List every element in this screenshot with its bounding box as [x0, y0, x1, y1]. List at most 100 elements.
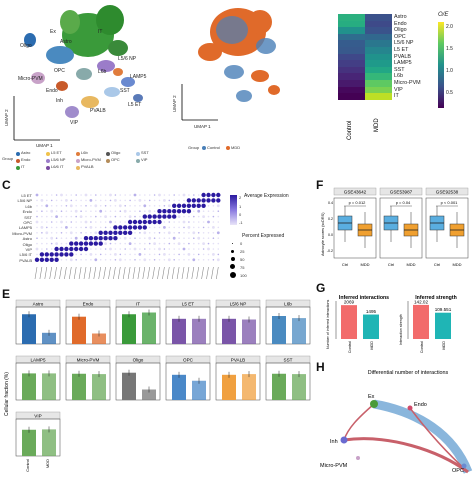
dotplot-dot	[212, 242, 215, 245]
fraction-panel: Cellular fraction (%) Astro Endo IT L5 ET L5…	[0, 296, 312, 474]
dotplot-dot	[212, 205, 215, 207]
legend-a-swatch	[16, 152, 20, 156]
network-panel: Differential number of interactions Ex E…	[318, 362, 474, 474]
dotplot-dot	[201, 192, 206, 198]
dotplot-dot	[163, 221, 166, 223]
dotplot-dot	[60, 232, 63, 234]
dotplot-dot	[85, 199, 87, 202]
cluster-l6b	[113, 68, 123, 76]
facet-title: IT	[136, 301, 140, 306]
heatmap-row-label: SST	[394, 66, 405, 73]
dotplot-dot	[212, 253, 215, 256]
dotplot-dot	[206, 192, 211, 198]
bar-control	[172, 318, 186, 344]
dotplot-dot	[153, 253, 156, 256]
facet-title: GSE43642	[344, 190, 367, 195]
legend-a-title: Group	[2, 156, 14, 161]
dotplot-dot	[90, 215, 92, 218]
dotplot-dot	[168, 194, 171, 196]
bar-control	[413, 304, 429, 339]
dotplot-dot	[95, 199, 97, 202]
dotplot-dot	[153, 194, 156, 196]
dotplot-dot	[182, 247, 186, 251]
dotplot-dot	[139, 210, 141, 212]
oe-heatmap-grid	[338, 14, 392, 100]
heatmap-cell	[338, 40, 365, 47]
dotplot-dot	[188, 259, 190, 261]
dotplot-row-label: SST	[24, 214, 32, 220]
dotplot-dot	[188, 194, 190, 196]
heatmap-cell	[338, 86, 365, 94]
dotplot-dot	[36, 237, 38, 239]
dotplot-dot	[99, 221, 102, 223]
dotplot-dot	[183, 237, 185, 239]
dotplot-dot	[123, 225, 128, 230]
dotplot-dot	[138, 199, 142, 202]
dotplot-dot	[182, 220, 186, 224]
legend-a-swatch	[76, 166, 80, 170]
heatmap-cell	[338, 27, 365, 34]
dotplot-dot	[217, 253, 220, 256]
facet-title: L5/6 NP	[230, 301, 247, 306]
dotplot-row-label: L5/6 NP	[17, 198, 32, 204]
dotplot-gene-tick	[196, 266, 199, 280]
dotplot-dot	[193, 253, 195, 256]
dotplot-dot	[70, 221, 73, 223]
group-cloud-7	[251, 70, 269, 82]
facet-title: GSE53987	[390, 190, 413, 195]
dotplot-dot	[163, 242, 166, 245]
heatmap-cell	[338, 33, 365, 41]
dotplot-dot	[172, 214, 177, 219]
dotplot-dot	[50, 194, 53, 196]
fraction-ylabel: Cellular fraction (%)	[4, 372, 10, 416]
dotplot-dot	[124, 194, 126, 196]
heatmap-row-label: Endo	[394, 20, 407, 27]
facet-title: OPC	[183, 357, 194, 362]
dotplot-dot	[46, 199, 48, 202]
dotplot-dot	[45, 204, 49, 208]
legend-a-swatch	[46, 166, 50, 170]
dotplot-dot	[99, 194, 102, 196]
dotplot-dot	[173, 248, 175, 250]
cluster-oligo	[24, 33, 36, 47]
dotplot-dot	[74, 246, 79, 252]
dotplot-dot	[40, 226, 44, 229]
dotplot-dot	[173, 226, 175, 229]
dotplot-dot	[98, 236, 103, 241]
dotplot-expr-title: Average Expression	[244, 193, 289, 199]
dotplot-dot	[172, 209, 177, 214]
dotplot-dot	[132, 225, 138, 230]
dotplot-dot	[193, 210, 195, 212]
dotplot-dot	[65, 194, 68, 196]
dotplot-dot	[104, 205, 107, 207]
cluster-label-l6b: L6b	[98, 69, 107, 75]
dotplot-dot	[60, 199, 63, 202]
dotplot-dot	[188, 232, 190, 234]
dotplot-dot	[50, 242, 53, 245]
dotplot-dot	[178, 253, 180, 256]
facet-title: SST	[284, 357, 293, 362]
dotplot-dot	[153, 248, 156, 250]
bar-control	[341, 305, 357, 339]
dotplot-dot	[109, 193, 112, 197]
dotplot-dot	[90, 221, 92, 223]
dotplot-gene-tick	[137, 266, 141, 280]
dotplot-dot	[153, 210, 156, 212]
dotplot-dot	[46, 242, 48, 245]
dotplot-dot	[178, 237, 180, 239]
facet-frame	[333, 197, 377, 259]
dotplot-dot	[41, 215, 43, 218]
legend-a-label: Astro	[21, 150, 31, 155]
node-label-micro: Micro-PVM	[320, 463, 348, 469]
dotplot-row-label: Oligo	[22, 241, 32, 247]
dotplot-dot	[148, 248, 151, 250]
dotplot-gene-tick	[93, 266, 97, 280]
dotplot-dot	[78, 246, 84, 252]
dotplot-gene-tick	[147, 266, 150, 280]
legend-b-mdd: MDD	[231, 145, 241, 150]
dotplot-dot	[178, 194, 180, 196]
dotplot-gene-tick	[171, 266, 175, 280]
dotplot-dot	[50, 226, 53, 229]
facet-frame	[165, 362, 211, 401]
dotplot-dot	[109, 199, 112, 202]
